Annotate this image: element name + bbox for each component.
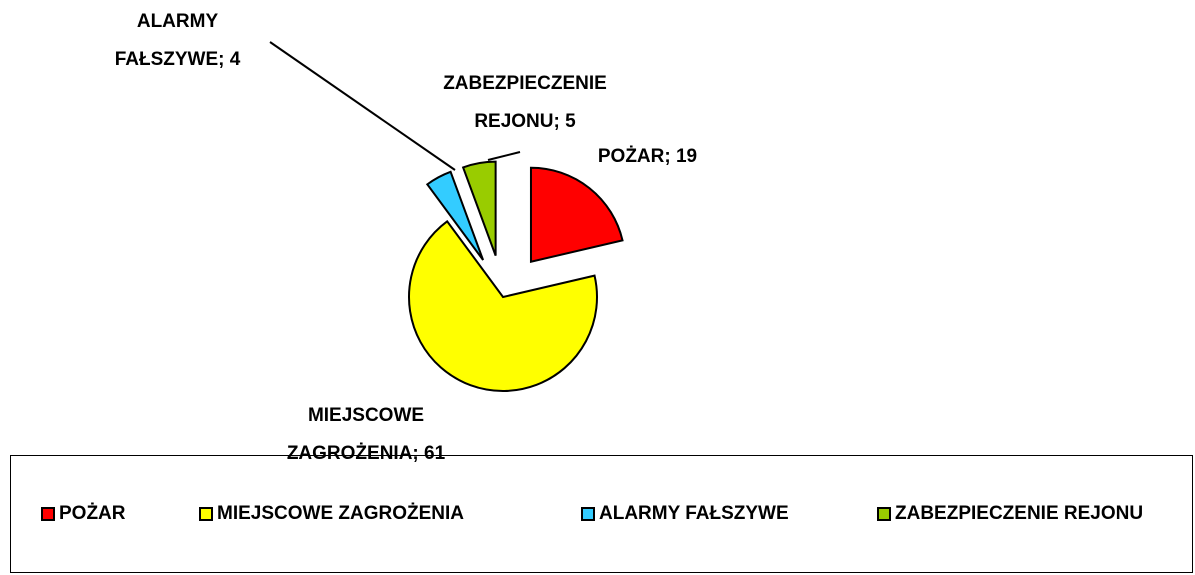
data-label: MIEJSCOWE ZAGROŻENIA; 61 — [286, 405, 446, 464]
legend-label: MIEJSCOWE ZAGROŻENIA — [217, 503, 465, 524]
legend-item: ZABEZPIECZENIE REJONU — [877, 503, 1143, 525]
legend-swatch — [199, 507, 213, 521]
legend-label: ZABEZPIECZENIE REJONU — [895, 503, 1144, 524]
pie-slice — [408, 219, 598, 392]
data-label: ZABEZPIECZENIE REJONU; 5 — [443, 73, 607, 132]
legend-item: POŻAR — [41, 503, 126, 525]
legend-label: ALARMY FAŁSZYWE — [599, 503, 789, 524]
pie-slice — [461, 160, 497, 256]
data-label: ALARMY FAŁSZYWE; 4 — [114, 11, 241, 70]
legend-swatch — [581, 507, 595, 521]
legend-swatch — [41, 507, 55, 521]
data-label: POŻAR; 19 — [597, 146, 698, 167]
leader-line — [269, 41, 456, 171]
legend-swatch — [877, 507, 891, 521]
legend: POŻAR MIEJSCOWE ZAGROŻENIA ALARMY FAŁSZYWE… — [10, 455, 1193, 573]
pie-slice — [425, 170, 485, 261]
leader-line — [487, 151, 521, 161]
legend-item: ALARMY FAŁSZYWE — [581, 503, 789, 525]
legend-item: MIEJSCOWE ZAGROŻENIA — [199, 503, 464, 525]
pie-slice — [529, 166, 624, 264]
legend-label: POŻAR — [59, 503, 126, 524]
